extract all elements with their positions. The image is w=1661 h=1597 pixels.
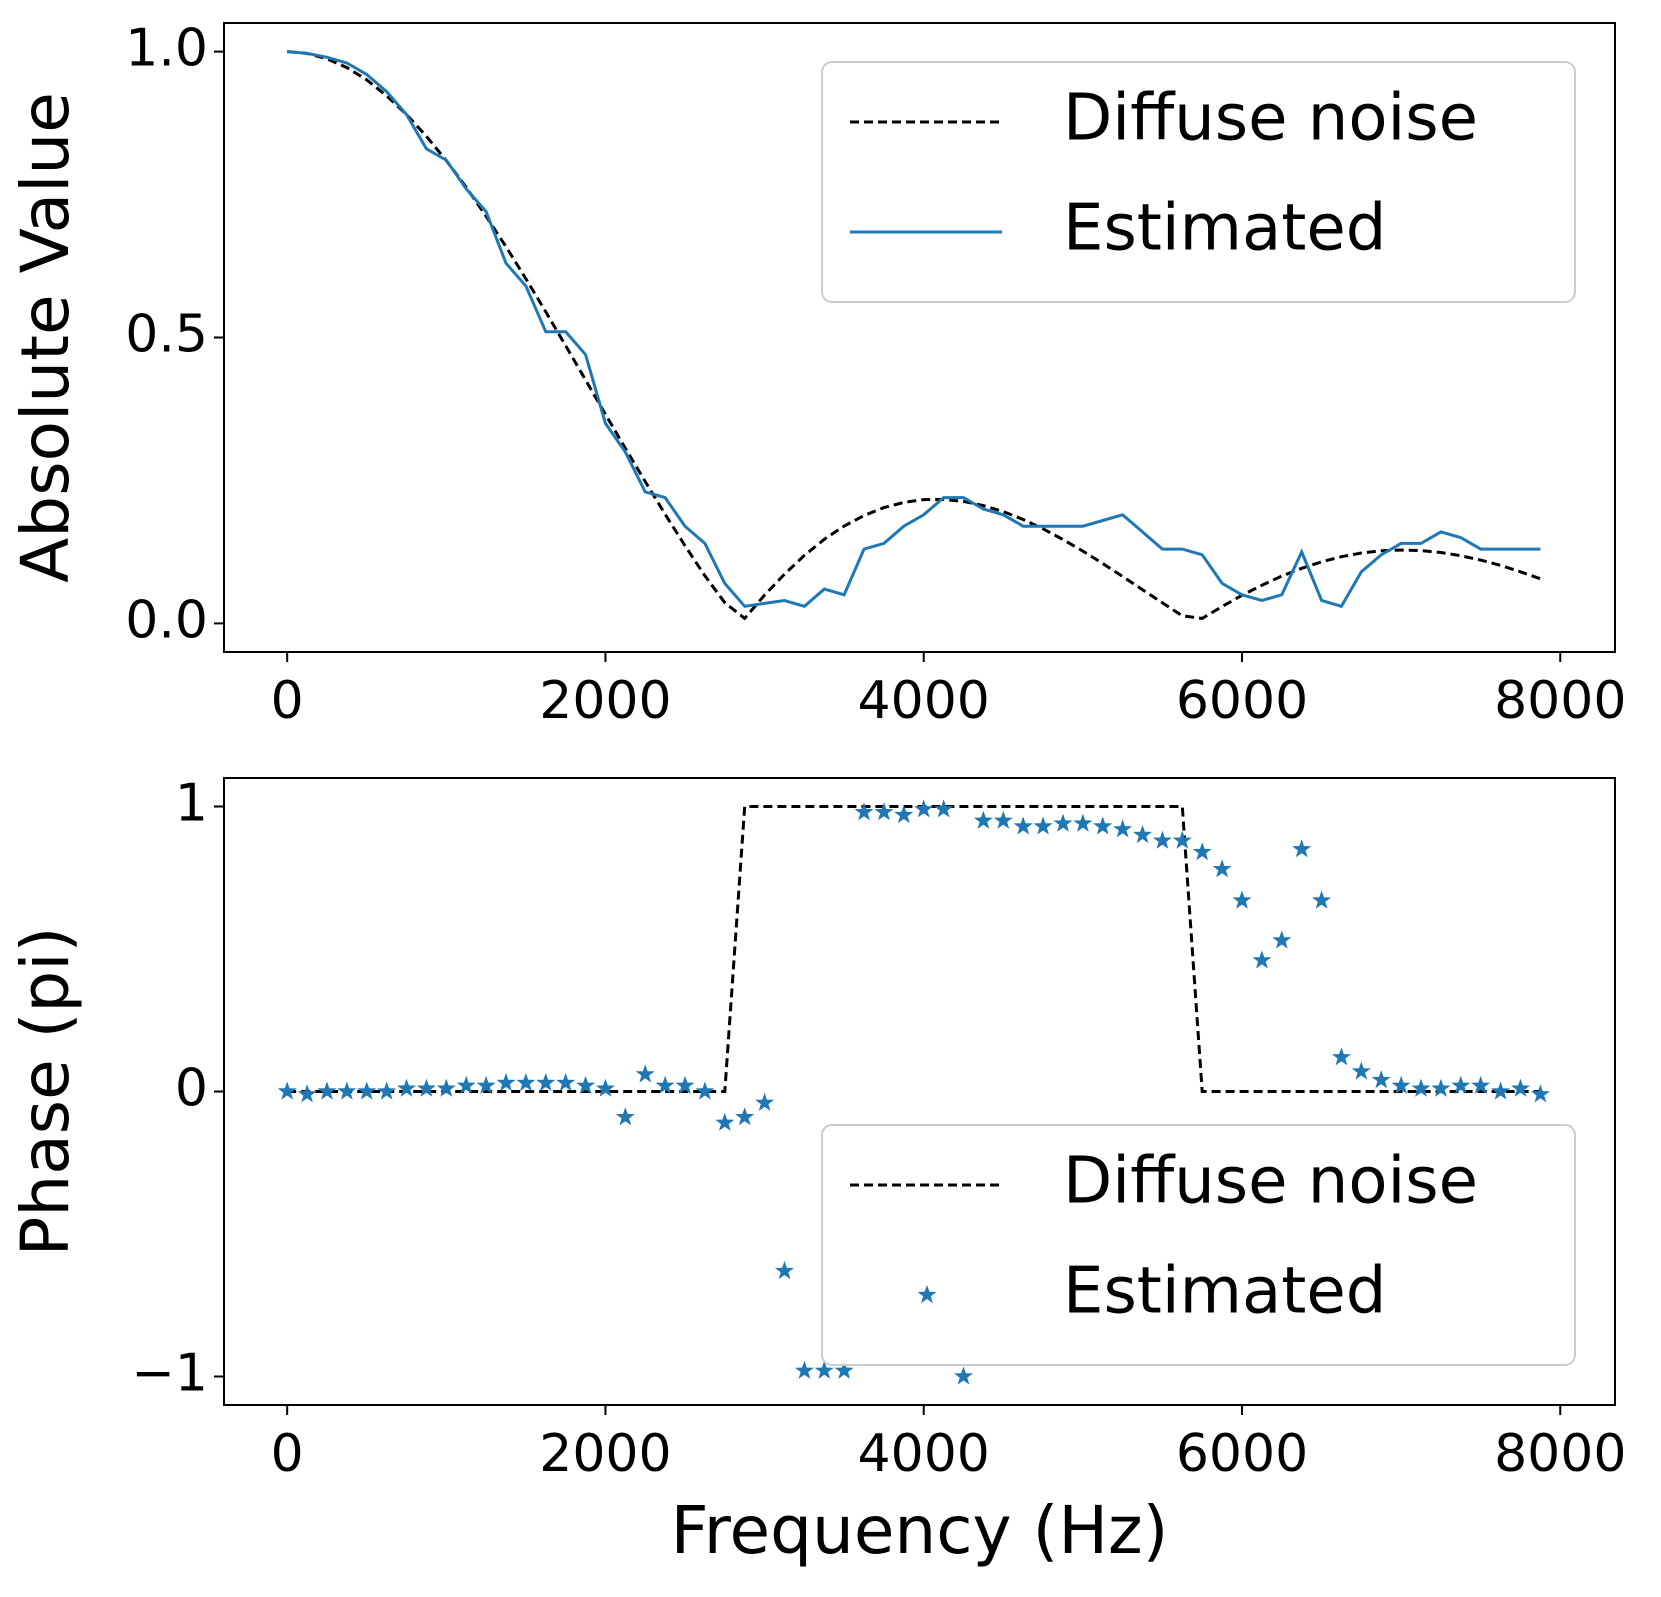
x-tick-label: 8000 xyxy=(1494,1424,1626,1484)
star-marker xyxy=(1292,839,1312,858)
star-marker xyxy=(1113,819,1133,838)
legend-label: Estimated xyxy=(1063,1255,1386,1329)
x-axis-label: Frequency (Hz) xyxy=(671,1492,1169,1569)
star-marker xyxy=(934,799,954,818)
legend-box xyxy=(821,1124,1576,1366)
star-marker xyxy=(1172,830,1192,849)
star-marker xyxy=(973,810,993,829)
star-marker xyxy=(1053,813,1073,832)
star-marker xyxy=(993,810,1013,829)
star-marker xyxy=(1331,1047,1351,1066)
star-marker xyxy=(755,1092,775,1111)
star-marker xyxy=(874,802,894,821)
star-marker xyxy=(337,1081,357,1100)
star-marker xyxy=(1192,842,1212,861)
star-marker xyxy=(1530,1084,1550,1103)
star-marker xyxy=(954,1366,973,1385)
star-marker xyxy=(456,1075,476,1094)
star-marker xyxy=(735,1107,755,1126)
x-tick-label: 6000 xyxy=(1176,1424,1308,1484)
star-marker xyxy=(1371,1070,1391,1089)
star-marker xyxy=(556,1073,576,1091)
star-marker xyxy=(794,1360,814,1379)
star-marker xyxy=(1232,890,1252,909)
star-marker xyxy=(775,1261,794,1280)
star-marker xyxy=(1431,1078,1451,1097)
star-marker xyxy=(715,1112,735,1131)
star-marker xyxy=(1411,1078,1431,1097)
y-tick-label: 0.5 xyxy=(125,305,208,365)
star-marker xyxy=(655,1075,675,1094)
star-marker xyxy=(1312,890,1332,909)
star-marker xyxy=(1272,930,1292,949)
series-line xyxy=(287,805,1541,1093)
star-marker xyxy=(854,802,874,821)
y-axis-label: Phase (pi) xyxy=(7,927,84,1257)
star-marker xyxy=(1093,816,1113,835)
star-marker xyxy=(1511,1078,1530,1097)
legend-label: Diffuse noise xyxy=(1063,82,1478,156)
y-tick-label: 0.0 xyxy=(125,590,208,650)
star-marker xyxy=(436,1078,456,1097)
y-tick-label: 1.0 xyxy=(125,19,208,79)
x-tick-label: 8000 xyxy=(1494,671,1626,731)
x-tick-label: 0 xyxy=(271,671,304,731)
star-marker xyxy=(277,1081,297,1100)
star-marker xyxy=(894,805,914,824)
star-marker xyxy=(1013,816,1033,835)
star-marker xyxy=(1212,859,1232,878)
star-marker xyxy=(576,1075,596,1094)
star-marker xyxy=(814,1360,834,1379)
star-marker xyxy=(317,1081,337,1100)
x-tick-label: 2000 xyxy=(539,1424,671,1484)
star-marker xyxy=(635,1064,655,1083)
x-tick-label: 0 xyxy=(271,1424,304,1484)
star-marker xyxy=(1133,825,1152,844)
star-marker xyxy=(914,799,934,818)
legend-label: Estimated xyxy=(1063,192,1386,266)
star-marker xyxy=(1491,1081,1511,1100)
x-tick-label: 4000 xyxy=(858,1424,990,1484)
x-tick-label: 4000 xyxy=(858,671,990,731)
star-marker xyxy=(357,1081,377,1100)
star-marker xyxy=(496,1073,516,1091)
star-marker xyxy=(1471,1075,1491,1094)
star-marker xyxy=(695,1081,715,1100)
star-marker xyxy=(476,1075,496,1094)
y-axis-label: Absolute Value xyxy=(7,92,84,583)
series-line xyxy=(287,50,1541,621)
x-tick-label: 6000 xyxy=(1176,671,1308,731)
star-marker xyxy=(615,1107,635,1126)
star-marker xyxy=(1152,830,1172,849)
star-marker xyxy=(595,1078,615,1097)
star-marker xyxy=(377,1081,397,1100)
legend-label: Diffuse noise xyxy=(1063,1145,1478,1219)
star-marker xyxy=(516,1073,536,1091)
star-marker xyxy=(1391,1075,1411,1094)
legend-box xyxy=(821,61,1576,303)
star-marker xyxy=(675,1075,695,1094)
star-marker xyxy=(297,1084,317,1103)
star-marker xyxy=(1451,1075,1471,1094)
star-marker xyxy=(834,1360,854,1379)
star-marker xyxy=(1073,813,1093,832)
star-marker xyxy=(397,1078,416,1097)
y-tick-label: 1 xyxy=(175,774,208,834)
star-marker xyxy=(1252,950,1272,969)
y-tick-label: −1 xyxy=(131,1344,208,1404)
star-marker xyxy=(536,1073,556,1091)
star-marker xyxy=(416,1078,436,1097)
star-marker xyxy=(1351,1061,1371,1080)
series-line xyxy=(287,50,1541,609)
legend-marker xyxy=(917,1285,937,1304)
x-tick-label: 2000 xyxy=(539,671,671,731)
star-marker xyxy=(1033,816,1053,835)
y-tick-label: 0 xyxy=(175,1059,208,1119)
